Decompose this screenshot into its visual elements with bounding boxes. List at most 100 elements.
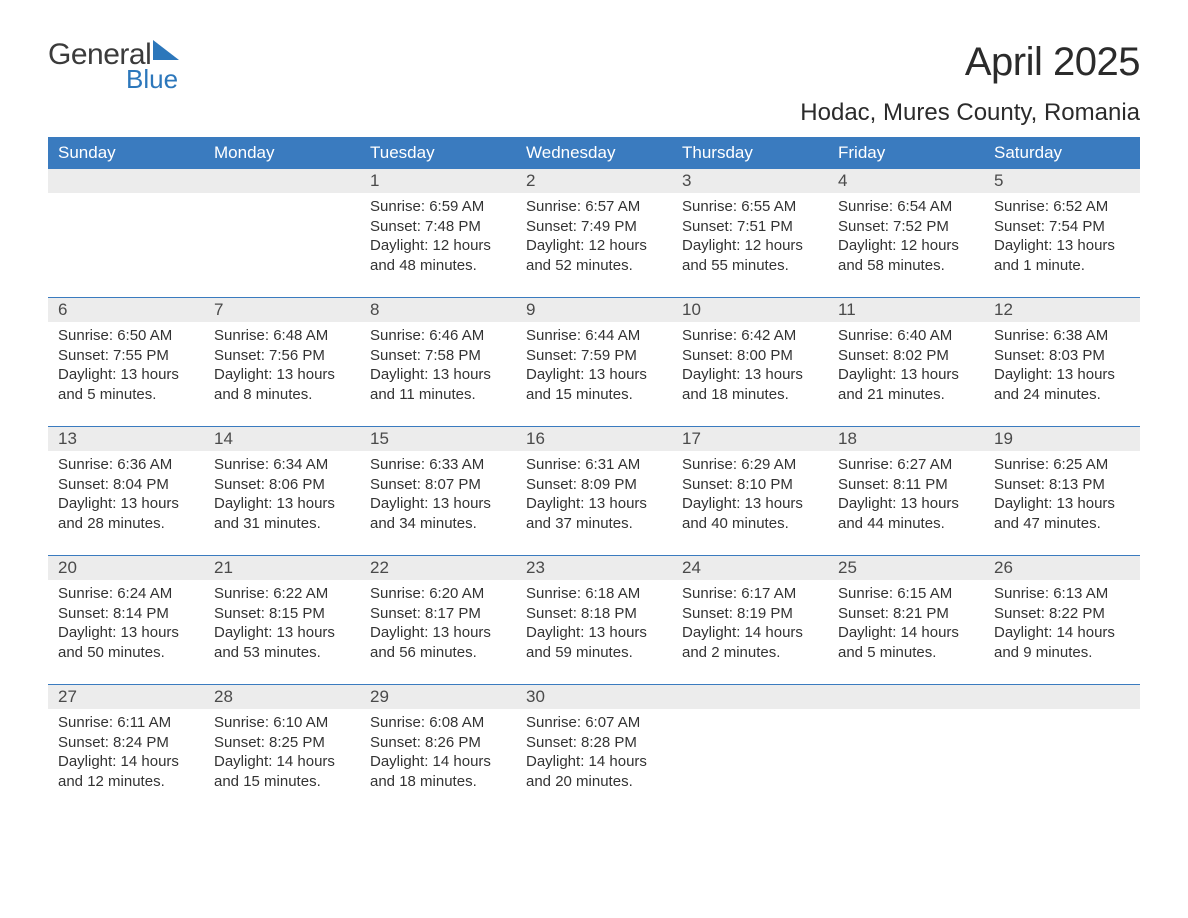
daylight-text: Daylight: 14 hours bbox=[994, 623, 1130, 643]
sunset-text: Sunset: 7:51 PM bbox=[682, 217, 818, 237]
daylight-text: and 58 minutes. bbox=[838, 256, 974, 276]
day-number: 28 bbox=[204, 685, 360, 709]
weekday-header: Friday bbox=[828, 137, 984, 169]
weekday-header: Monday bbox=[204, 137, 360, 169]
calendar-week: 12345Sunrise: 6:59 AMSunset: 7:48 PMDayl… bbox=[48, 169, 1140, 297]
daylight-text: Daylight: 14 hours bbox=[214, 752, 350, 772]
daylight-text: and 8 minutes. bbox=[214, 385, 350, 405]
daylight-text: and 48 minutes. bbox=[370, 256, 506, 276]
daylight-text: and 21 minutes. bbox=[838, 385, 974, 405]
daylight-text: Daylight: 14 hours bbox=[838, 623, 974, 643]
day-cell: Sunrise: 6:57 AMSunset: 7:49 PMDaylight:… bbox=[516, 193, 672, 297]
daylight-text: and 24 minutes. bbox=[994, 385, 1130, 405]
header: General Blue April 2025 Hodac, Mures Cou… bbox=[48, 40, 1140, 127]
sunset-text: Sunset: 8:03 PM bbox=[994, 346, 1130, 366]
day-cell: Sunrise: 6:38 AMSunset: 8:03 PMDaylight:… bbox=[984, 322, 1140, 426]
day-cell: Sunrise: 6:34 AMSunset: 8:06 PMDaylight:… bbox=[204, 451, 360, 555]
daylight-text: Daylight: 12 hours bbox=[526, 236, 662, 256]
calendar-week: 6789101112Sunrise: 6:50 AMSunset: 7:55 P… bbox=[48, 297, 1140, 426]
day-cell: Sunrise: 6:13 AMSunset: 8:22 PMDaylight:… bbox=[984, 580, 1140, 684]
daylight-text: and 59 minutes. bbox=[526, 643, 662, 663]
sunrise-text: Sunrise: 6:15 AM bbox=[838, 584, 974, 604]
sunrise-text: Sunrise: 6:20 AM bbox=[370, 584, 506, 604]
daynum-row: 12345 bbox=[48, 169, 1140, 193]
day-cell: Sunrise: 6:55 AMSunset: 7:51 PMDaylight:… bbox=[672, 193, 828, 297]
day-cell bbox=[204, 193, 360, 297]
day-number bbox=[672, 685, 828, 709]
day-number: 29 bbox=[360, 685, 516, 709]
daylight-text: Daylight: 14 hours bbox=[682, 623, 818, 643]
daylight-text: Daylight: 13 hours bbox=[682, 365, 818, 385]
weekday-header: Thursday bbox=[672, 137, 828, 169]
sunset-text: Sunset: 8:15 PM bbox=[214, 604, 350, 624]
daylight-text: Daylight: 13 hours bbox=[214, 623, 350, 643]
daylight-text: Daylight: 13 hours bbox=[682, 494, 818, 514]
day-number bbox=[828, 685, 984, 709]
sunset-text: Sunset: 8:18 PM bbox=[526, 604, 662, 624]
daylight-text: Daylight: 13 hours bbox=[994, 365, 1130, 385]
month-title: April 2025 bbox=[800, 40, 1140, 85]
day-number: 2 bbox=[516, 169, 672, 193]
sunrise-text: Sunrise: 6:13 AM bbox=[994, 584, 1130, 604]
day-number: 10 bbox=[672, 298, 828, 322]
sunset-text: Sunset: 7:56 PM bbox=[214, 346, 350, 366]
sunset-text: Sunset: 7:48 PM bbox=[370, 217, 506, 237]
daylight-text: and 9 minutes. bbox=[994, 643, 1130, 663]
daylight-text: and 18 minutes. bbox=[370, 772, 506, 792]
sunrise-text: Sunrise: 6:57 AM bbox=[526, 197, 662, 217]
daylight-text: Daylight: 12 hours bbox=[370, 236, 506, 256]
day-number: 26 bbox=[984, 556, 1140, 580]
sunset-text: Sunset: 7:52 PM bbox=[838, 217, 974, 237]
sunrise-text: Sunrise: 6:42 AM bbox=[682, 326, 818, 346]
day-number: 8 bbox=[360, 298, 516, 322]
day-cell: Sunrise: 6:40 AMSunset: 8:02 PMDaylight:… bbox=[828, 322, 984, 426]
day-number bbox=[204, 169, 360, 193]
daylight-text: Daylight: 13 hours bbox=[370, 365, 506, 385]
sunrise-text: Sunrise: 6:36 AM bbox=[58, 455, 194, 475]
day-number: 15 bbox=[360, 427, 516, 451]
sunrise-text: Sunrise: 6:22 AM bbox=[214, 584, 350, 604]
daylight-text: and 18 minutes. bbox=[682, 385, 818, 405]
sunrise-text: Sunrise: 6:24 AM bbox=[58, 584, 194, 604]
daylight-text: Daylight: 13 hours bbox=[370, 623, 506, 643]
sunrise-text: Sunrise: 6:52 AM bbox=[994, 197, 1130, 217]
daylight-text: Daylight: 13 hours bbox=[994, 494, 1130, 514]
day-cell: Sunrise: 6:31 AMSunset: 8:09 PMDaylight:… bbox=[516, 451, 672, 555]
daylight-text: and 31 minutes. bbox=[214, 514, 350, 534]
sunrise-text: Sunrise: 6:25 AM bbox=[994, 455, 1130, 475]
day-number: 21 bbox=[204, 556, 360, 580]
daylight-text: and 15 minutes. bbox=[526, 385, 662, 405]
sunrise-text: Sunrise: 6:11 AM bbox=[58, 713, 194, 733]
day-number: 20 bbox=[48, 556, 204, 580]
day-number: 12 bbox=[984, 298, 1140, 322]
logo-blue-text: Blue bbox=[126, 66, 179, 92]
daylight-text: and 44 minutes. bbox=[838, 514, 974, 534]
weekday-header: Saturday bbox=[984, 137, 1140, 169]
day-number: 6 bbox=[48, 298, 204, 322]
day-cell: Sunrise: 6:48 AMSunset: 7:56 PMDaylight:… bbox=[204, 322, 360, 426]
daylight-text: Daylight: 13 hours bbox=[214, 494, 350, 514]
daylight-text: and 47 minutes. bbox=[994, 514, 1130, 534]
day-number: 23 bbox=[516, 556, 672, 580]
location-subtitle: Hodac, Mures County, Romania bbox=[800, 99, 1140, 127]
day-number: 7 bbox=[204, 298, 360, 322]
day-number: 18 bbox=[828, 427, 984, 451]
daynum-row: 27282930 bbox=[48, 685, 1140, 709]
sunrise-text: Sunrise: 6:08 AM bbox=[370, 713, 506, 733]
sunrise-text: Sunrise: 6:38 AM bbox=[994, 326, 1130, 346]
weekday-header: Tuesday bbox=[360, 137, 516, 169]
daylight-text: Daylight: 13 hours bbox=[58, 365, 194, 385]
day-cell: Sunrise: 6:15 AMSunset: 8:21 PMDaylight:… bbox=[828, 580, 984, 684]
day-number: 30 bbox=[516, 685, 672, 709]
sunset-text: Sunset: 8:13 PM bbox=[994, 475, 1130, 495]
daylight-text: and 55 minutes. bbox=[682, 256, 818, 276]
sunset-text: Sunset: 8:22 PM bbox=[994, 604, 1130, 624]
logo: General Blue bbox=[48, 40, 179, 92]
sunset-text: Sunset: 8:21 PM bbox=[838, 604, 974, 624]
sunset-text: Sunset: 8:24 PM bbox=[58, 733, 194, 753]
sunrise-text: Sunrise: 6:17 AM bbox=[682, 584, 818, 604]
week-body-row: Sunrise: 6:59 AMSunset: 7:48 PMDaylight:… bbox=[48, 193, 1140, 297]
calendar-week: 27282930 Sunrise: 6:11 AMSunset: 8:24 PM D… bbox=[48, 684, 1140, 813]
sunrise-text: Sunrise: 6:46 AM bbox=[370, 326, 506, 346]
sunrise-text: Sunrise: 6:48 AM bbox=[214, 326, 350, 346]
